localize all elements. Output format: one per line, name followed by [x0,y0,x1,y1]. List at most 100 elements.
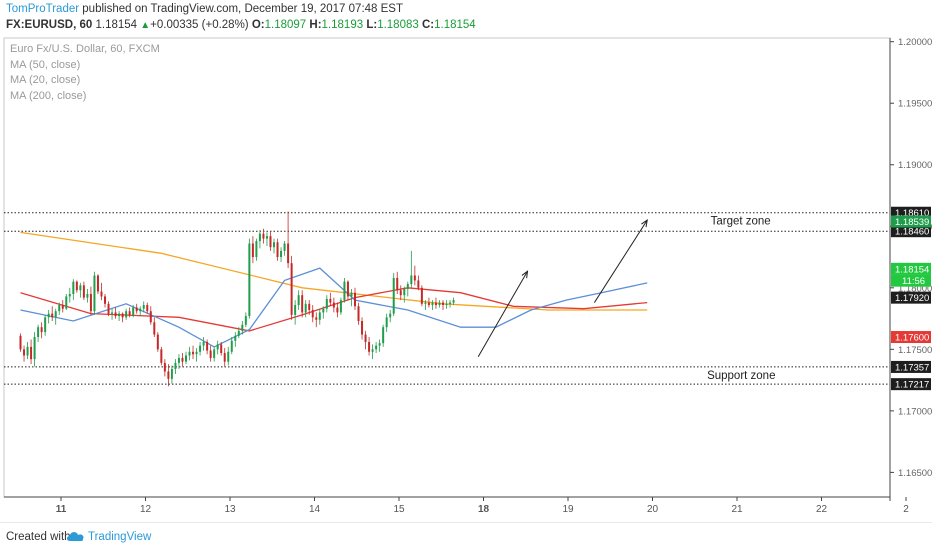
candle-body [420,287,423,304]
candle-body [294,305,297,315]
candle-body [332,302,335,308]
created-with-text: Created with [6,531,71,543]
candle-body [378,343,381,346]
author-link[interactable]: TomProTrader [6,3,80,15]
price-tag-label: 1.18539 [895,217,929,228]
candle-body [445,303,448,306]
candle-body [125,311,128,318]
candle-body [329,298,332,303]
candle-body [114,312,117,317]
candle-body [30,346,33,360]
legend-ma50[interactable]: MA (50, close) [10,58,81,71]
candle-body [350,292,353,297]
y-tick-label: 1.17000 [898,406,932,417]
candle-body [234,335,237,341]
y-tick-label: 1.20000 [898,37,932,48]
candle-body [371,349,374,352]
candle-body [37,327,40,338]
candle-body [287,243,290,264]
candle-body [255,241,258,258]
candle-body [413,275,416,281]
tradingview-brand[interactable]: TradingView [88,531,152,543]
candle-body [72,281,75,294]
candle-body [223,353,226,362]
candle-body [23,349,26,356]
candle-body [385,317,388,328]
candle-body [82,285,85,298]
candle-body [280,250,283,258]
candle-body [100,291,103,297]
candle-body [297,295,300,306]
legend-ma20[interactable]: MA (20, close) [10,74,81,86]
published-text: published on TradingView.com, December 1… [82,3,403,15]
candle-body [427,302,430,306]
x-tick-label: 18 [478,504,490,515]
candle-body [353,292,356,307]
up-triangle-icon: ▲ [140,20,151,31]
last-price: 1.18154 [95,19,138,31]
candle-body [269,236,272,248]
candle-body [230,340,233,352]
candle-body [192,351,195,355]
price-tag [891,378,931,391]
candle-body [241,324,244,331]
candle-body [89,293,92,312]
candle-body [308,303,311,310]
x-tick-label: 21 [731,504,743,515]
price-tag-label: 1.18460 [895,227,929,238]
candle-body [283,243,286,251]
candle-body [47,313,50,318]
candle-body [346,281,349,297]
arrow-head-icon [521,270,529,279]
candle-body [343,281,346,301]
candle-body [434,302,437,306]
candle-body [33,337,36,360]
candle-body [304,303,307,313]
candle-body [213,349,216,358]
symbol-label: FX:EURUSD, 60 [6,19,93,31]
candle-body [315,317,318,320]
x-tick-label: 13 [224,504,236,515]
candle-body [118,313,121,317]
candle-body [26,346,29,356]
candle-body [220,344,223,354]
price-change: +0.00335 (+0.28%) [150,19,249,31]
candle-body [265,236,268,239]
price-tag [891,225,931,238]
price-tag [891,274,931,287]
candle-body [174,362,177,370]
candle-body [216,344,219,350]
candle-body [392,277,395,314]
candle-body [153,322,156,335]
high-value: 1.18193 [321,19,364,31]
chart-legend: Euro Fx/U.S. Dollar, 60, FXCM MA (50, cl… [10,42,160,104]
candle-body [424,302,427,304]
candle-body [160,349,163,363]
price-tag-label: 1.18610 [895,208,929,219]
candle-body [410,275,413,285]
candle-body [438,302,441,306]
candle-body [336,307,339,313]
candle-body [184,355,187,362]
price-tag [891,262,931,275]
price-chart[interactable]: 1.200001.195001.190001.185001.180001.175… [0,34,932,516]
chart-canvas[interactable]: 1.200001.195001.190001.185001.180001.175… [0,34,932,516]
candle-body [44,317,47,333]
footer: Created with TradingView [0,522,932,551]
candle-body [399,290,402,296]
chart-header: TomProTrader published on TradingView.co… [0,0,932,34]
x-tick-label: 22 [816,504,828,515]
candle-body [431,302,434,306]
candle-body [322,308,325,313]
price-tag [891,291,931,304]
high-label: H: [309,19,322,31]
candle-body [237,330,240,336]
candle-body [227,351,230,362]
x-tick-label: 14 [309,504,321,515]
candle-body [206,341,209,351]
legend-ma200[interactable]: MA (200, close) [10,89,87,102]
candle-body [121,313,124,318]
candle-body [79,285,82,291]
candle-body [361,321,364,335]
candle-body [61,305,64,309]
